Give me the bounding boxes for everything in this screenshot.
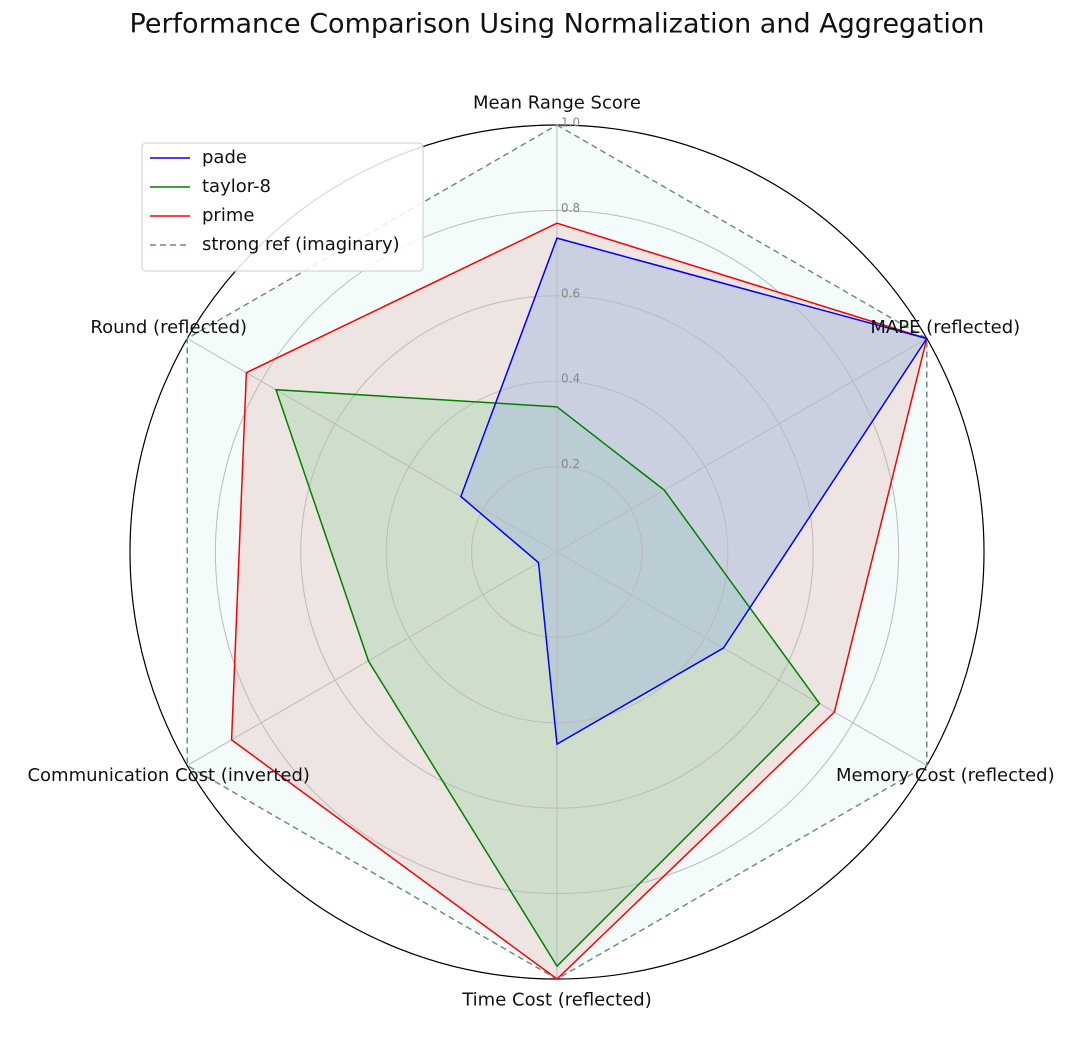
series-area <box>460 238 927 745</box>
r-tick-label: 1.0 <box>561 116 580 130</box>
axis-label: Time Cost (reflected) <box>461 989 652 1010</box>
legend-label: strong ref (imaginary) <box>202 234 400 255</box>
spoke <box>556 551 928 766</box>
legend-box <box>141 142 424 272</box>
spoke <box>186 338 558 553</box>
axis-label: Communication Cost (inverted) <box>27 765 309 786</box>
r-tick-label: 0.2 <box>561 457 580 471</box>
legend-label: prime <box>202 205 254 226</box>
spoke <box>556 338 928 553</box>
series-line <box>459 237 928 746</box>
axis-label: Mean Range Score <box>473 93 641 114</box>
chart-title: Performance Comparison Using Normalizati… <box>130 9 985 40</box>
series-line <box>274 388 821 968</box>
r-tick-label: 0.4 <box>561 372 580 386</box>
spoke <box>186 551 558 766</box>
axis-label: MAPE (reflected) <box>870 317 1020 338</box>
legend-label: pade <box>202 147 247 168</box>
r-tick-label: 0.6 <box>561 286 580 300</box>
legend-label: taylor-8 <box>202 176 271 197</box>
series-area <box>275 389 820 967</box>
r-tick-label: 0.8 <box>561 201 580 215</box>
axis-label: Round (reflected) <box>90 317 247 338</box>
legend: pade taylor-8 prime strong ref (imaginary) <box>141 142 424 272</box>
axis-label: Memory Cost (reflected) <box>836 765 1055 786</box>
